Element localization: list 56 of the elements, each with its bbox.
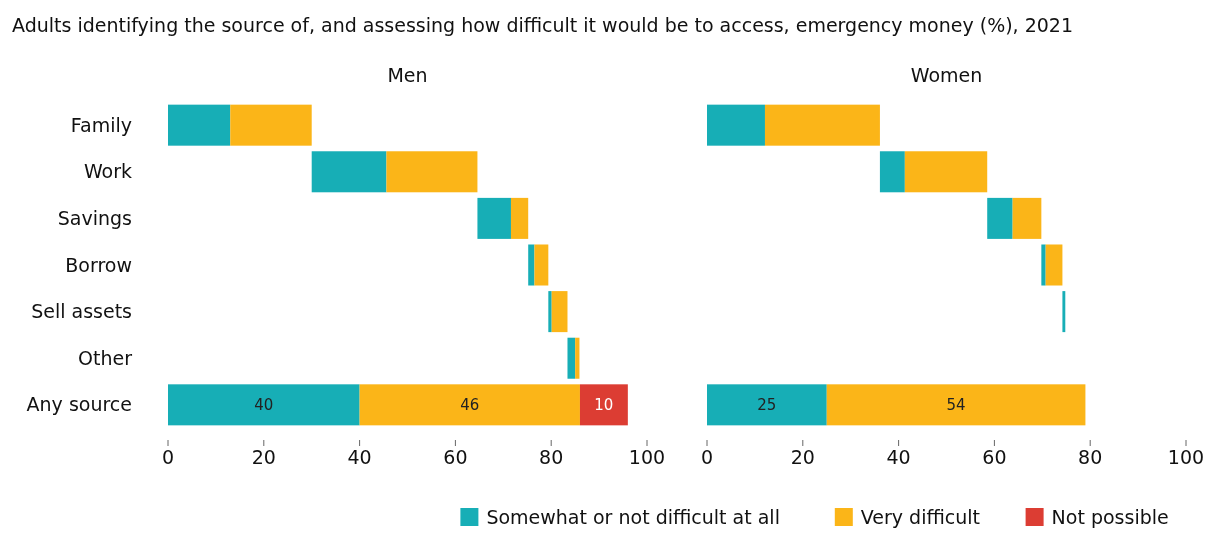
x-tick-label: 100 <box>628 446 666 468</box>
bar <box>477 197 511 239</box>
bar <box>230 104 312 146</box>
bar <box>987 197 1013 239</box>
data-label: 40 <box>254 396 274 415</box>
data-label: 54 <box>946 396 966 415</box>
y-tick-label: Sell assets <box>31 300 132 323</box>
data-label: 25 <box>757 396 777 415</box>
x-tick-label: 0 <box>700 446 714 468</box>
y-tick-label: Borrow <box>65 253 132 276</box>
chart-subtitle: Men <box>387 64 428 86</box>
x-tick-label: 80 <box>1078 446 1103 468</box>
y-tick-label: Any source <box>26 393 132 416</box>
bar <box>528 244 535 286</box>
chart-title: Adults identifying the source of, and assessing how difficult it would be to access, emergency money (%), 2021 <box>12 14 1074 36</box>
bar <box>386 151 478 193</box>
legend-label: Not possible <box>1051 505 1169 528</box>
bar <box>575 337 580 379</box>
bar <box>567 337 576 379</box>
bar <box>1012 197 1042 239</box>
bar <box>311 151 387 193</box>
x-tick-label: 40 <box>347 446 372 468</box>
bar <box>168 104 231 146</box>
x-tick-label: 100 <box>1167 446 1205 468</box>
bar <box>904 151 988 193</box>
bar <box>879 151 905 193</box>
bar <box>1062 291 1066 333</box>
bar <box>168 384 360 426</box>
data-label: 46 <box>460 396 480 415</box>
x-tick-label: 40 <box>886 446 911 468</box>
x-tick-label: 20 <box>790 446 815 468</box>
y-tick-label: Work <box>83 160 132 183</box>
x-tick-label: 20 <box>251 446 276 468</box>
bar <box>1041 244 1046 286</box>
bar <box>579 384 628 426</box>
bar <box>707 384 827 426</box>
bar <box>359 384 580 426</box>
bar <box>826 384 1086 426</box>
y-tick-label: Family <box>70 113 132 136</box>
legend-label: Somewhat or not difficult at all <box>486 505 780 528</box>
x-tick-label: 80 <box>539 446 564 468</box>
bar <box>510 197 529 239</box>
data-label: 10 <box>594 396 614 415</box>
bar <box>1045 244 1063 286</box>
bar <box>551 291 568 333</box>
bar <box>534 244 549 286</box>
y-tick-label: Savings <box>57 207 132 230</box>
x-tick-label: 60 <box>443 446 468 468</box>
x-tick-label: 0 <box>161 446 175 468</box>
bar <box>707 104 765 146</box>
bar <box>548 291 552 333</box>
bar <box>764 104 880 146</box>
y-tick-label: Other <box>78 346 133 369</box>
x-tick-label: 60 <box>982 446 1007 468</box>
legend-label: Very difficult <box>860 505 981 528</box>
chart-subtitle: Women <box>910 64 983 86</box>
